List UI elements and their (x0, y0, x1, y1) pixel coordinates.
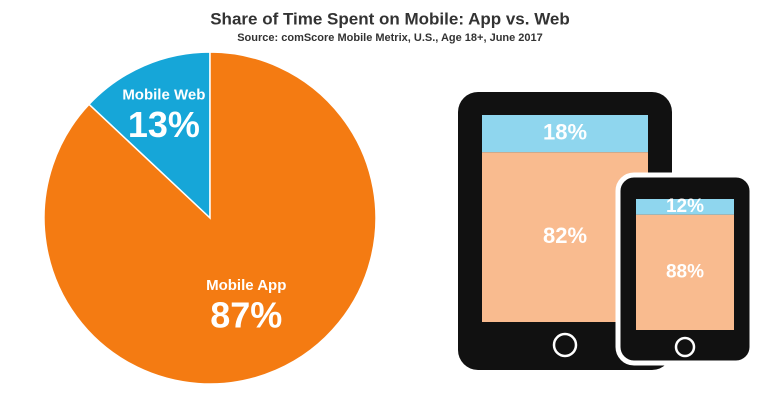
screen-segment (636, 214, 734, 330)
pie-slice (87, 51, 211, 220)
screen-segment (482, 115, 648, 153)
chart-subtitle: Source: comScore Mobile Metrix, U.S., Ag… (237, 32, 543, 44)
slice-value-label: 87% (210, 294, 282, 335)
pie-slice (43, 51, 377, 385)
screen-segment (636, 199, 734, 215)
home-button (674, 336, 696, 358)
segment-value-label: 18% (543, 119, 587, 144)
home-button (552, 332, 578, 358)
chart-title: Share of Time Spent on Mobile: App vs. W… (210, 9, 570, 28)
slice-value-label: 13% (128, 104, 200, 145)
segment-value-label: 82% (543, 223, 587, 248)
slice-name: Mobile App (206, 277, 286, 294)
segment-value-label: 12% (666, 196, 704, 217)
slice-name: Mobile Web (122, 86, 205, 103)
segment-value-label: 88% (666, 261, 704, 282)
